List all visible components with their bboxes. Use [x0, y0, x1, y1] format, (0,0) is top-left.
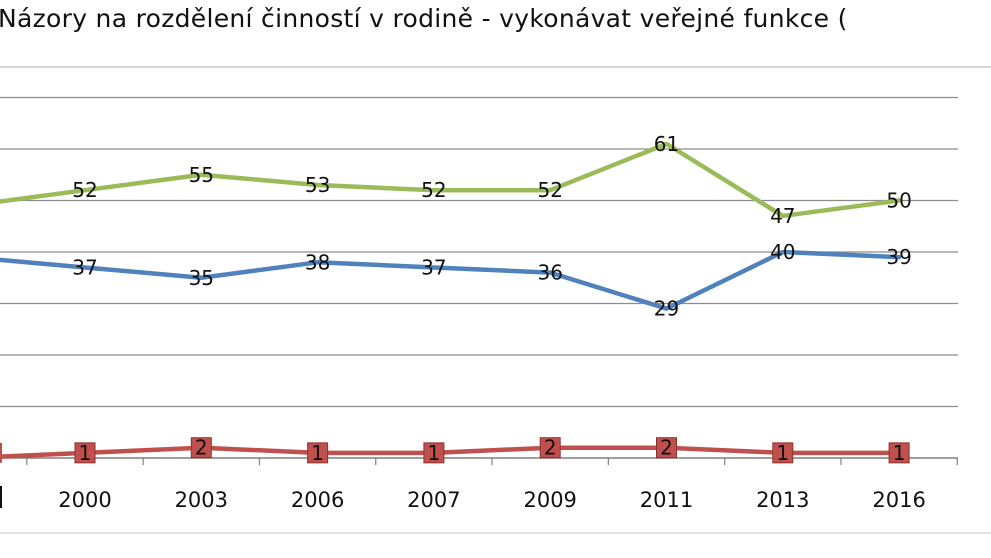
data-marker — [772, 442, 794, 464]
x-tick-label: 2016 — [872, 488, 925, 512]
data-marker — [307, 442, 329, 464]
data-label: 1 — [79, 441, 92, 465]
series-line-blue — [0, 249, 902, 311]
data-label: 52 — [421, 178, 446, 202]
x-tick-label: 2011 — [640, 488, 693, 512]
data-marker — [74, 442, 96, 464]
x-tick-label: 2013 — [756, 488, 809, 512]
data-label: 1 — [311, 441, 324, 465]
chart-title: Názory na rozdělení činností v rodině - … — [0, 4, 848, 33]
data-label: 36 — [537, 261, 562, 285]
data-label: 1 — [428, 441, 441, 465]
x-tick-label: 2007 — [407, 488, 460, 512]
data-label: 52 — [537, 178, 562, 202]
x-tick-label: 2006 — [291, 488, 344, 512]
x-tick-label: 2003 — [175, 488, 228, 512]
series-line-green — [0, 141, 902, 219]
data-label: 52 — [72, 178, 97, 202]
data-label: 1 — [776, 441, 789, 465]
data-label: 38 — [305, 250, 330, 274]
data-label: 40 — [770, 240, 795, 264]
data-marker — [190, 437, 212, 459]
data-label: 50 — [886, 189, 911, 213]
data-label: 2 — [544, 436, 557, 460]
x-tick-label-cut — [0, 486, 2, 508]
data-label: 29 — [654, 297, 679, 321]
data-marker-cut — [0, 442, 2, 463]
data-label: 2 — [660, 436, 673, 460]
data-marker — [539, 437, 561, 459]
data-label: 55 — [189, 163, 214, 187]
series-line-red — [0, 445, 902, 459]
data-label: 35 — [189, 266, 214, 290]
data-label: 61 — [654, 132, 679, 156]
x-tick-label: 2009 — [523, 488, 576, 512]
data-marker — [656, 437, 677, 459]
data-marker — [888, 442, 910, 464]
x-tick-label: 2000 — [58, 488, 111, 512]
data-label: 37 — [72, 255, 97, 279]
data-label: 2 — [195, 436, 208, 460]
data-label: 53 — [305, 173, 330, 197]
data-label: 47 — [770, 204, 795, 228]
data-label: 1 — [893, 441, 906, 465]
data-label: 37 — [421, 255, 446, 279]
data-marker — [423, 442, 445, 464]
data-label: 39 — [886, 245, 911, 269]
